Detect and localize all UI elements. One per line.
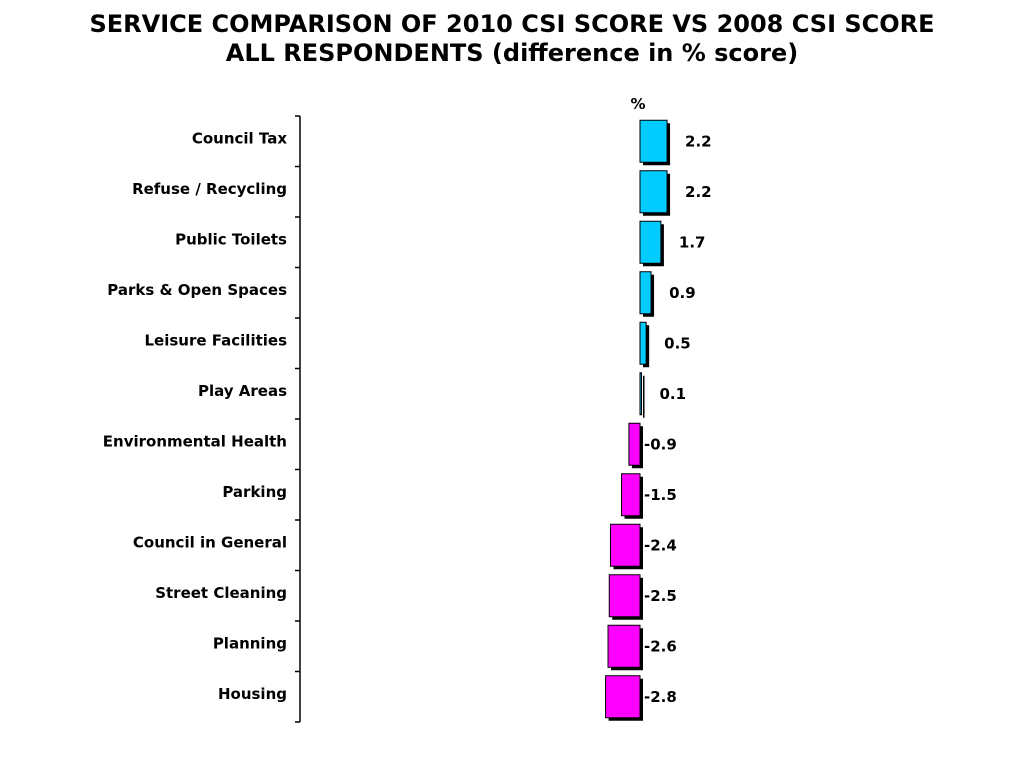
- category-label: Environmental Health: [103, 432, 287, 450]
- chart-title: SERVICE COMPARISON OF 2010 CSI SCORE VS …: [0, 10, 1024, 68]
- data-label: -2.4: [644, 536, 677, 554]
- bar: [639, 372, 642, 416]
- data-label: -0.9: [644, 435, 677, 453]
- data-label: 2.2: [685, 183, 712, 201]
- category-label: Street Cleaning: [155, 584, 287, 602]
- category-label: Play Areas: [198, 382, 287, 400]
- bar: [605, 675, 641, 719]
- bar: [621, 473, 641, 517]
- chart-title-line-1: SERVICE COMPARISON OF 2010 CSI SCORE VS …: [89, 10, 935, 38]
- bar: [639, 321, 647, 365]
- data-label: 1.7: [679, 233, 706, 251]
- unit-label: %: [630, 95, 645, 113]
- bar-shadow: [643, 375, 645, 418]
- category-label: Parks & Open Spaces: [107, 281, 287, 299]
- category-label: Council Tax: [192, 129, 287, 147]
- category-label: Council in General: [133, 533, 287, 551]
- category-label: Parking: [222, 483, 287, 501]
- bar: [609, 523, 641, 567]
- bar: [639, 119, 668, 163]
- chart-title-line-2: ALL RESPONDENTS (difference in % score): [225, 39, 799, 67]
- category-label: Housing: [218, 685, 287, 703]
- data-label: -2.5: [644, 587, 677, 605]
- bar: [628, 422, 641, 466]
- data-label: -1.5: [644, 486, 677, 504]
- data-label: 0.9: [669, 284, 696, 302]
- bar: [608, 574, 641, 618]
- data-label: 0.1: [660, 385, 687, 403]
- data-label: -2.6: [644, 637, 677, 655]
- bar: [639, 170, 668, 214]
- data-label: 2.2: [685, 132, 712, 150]
- data-label: -2.8: [644, 688, 677, 706]
- bar: [607, 624, 641, 668]
- bar: [639, 271, 652, 315]
- data-label: 0.5: [664, 334, 691, 352]
- bar: [639, 220, 662, 264]
- category-label: Public Toilets: [175, 230, 287, 248]
- category-label: Refuse / Recycling: [132, 180, 287, 198]
- category-label: Planning: [213, 634, 287, 652]
- category-label: Leisure Facilities: [145, 331, 288, 349]
